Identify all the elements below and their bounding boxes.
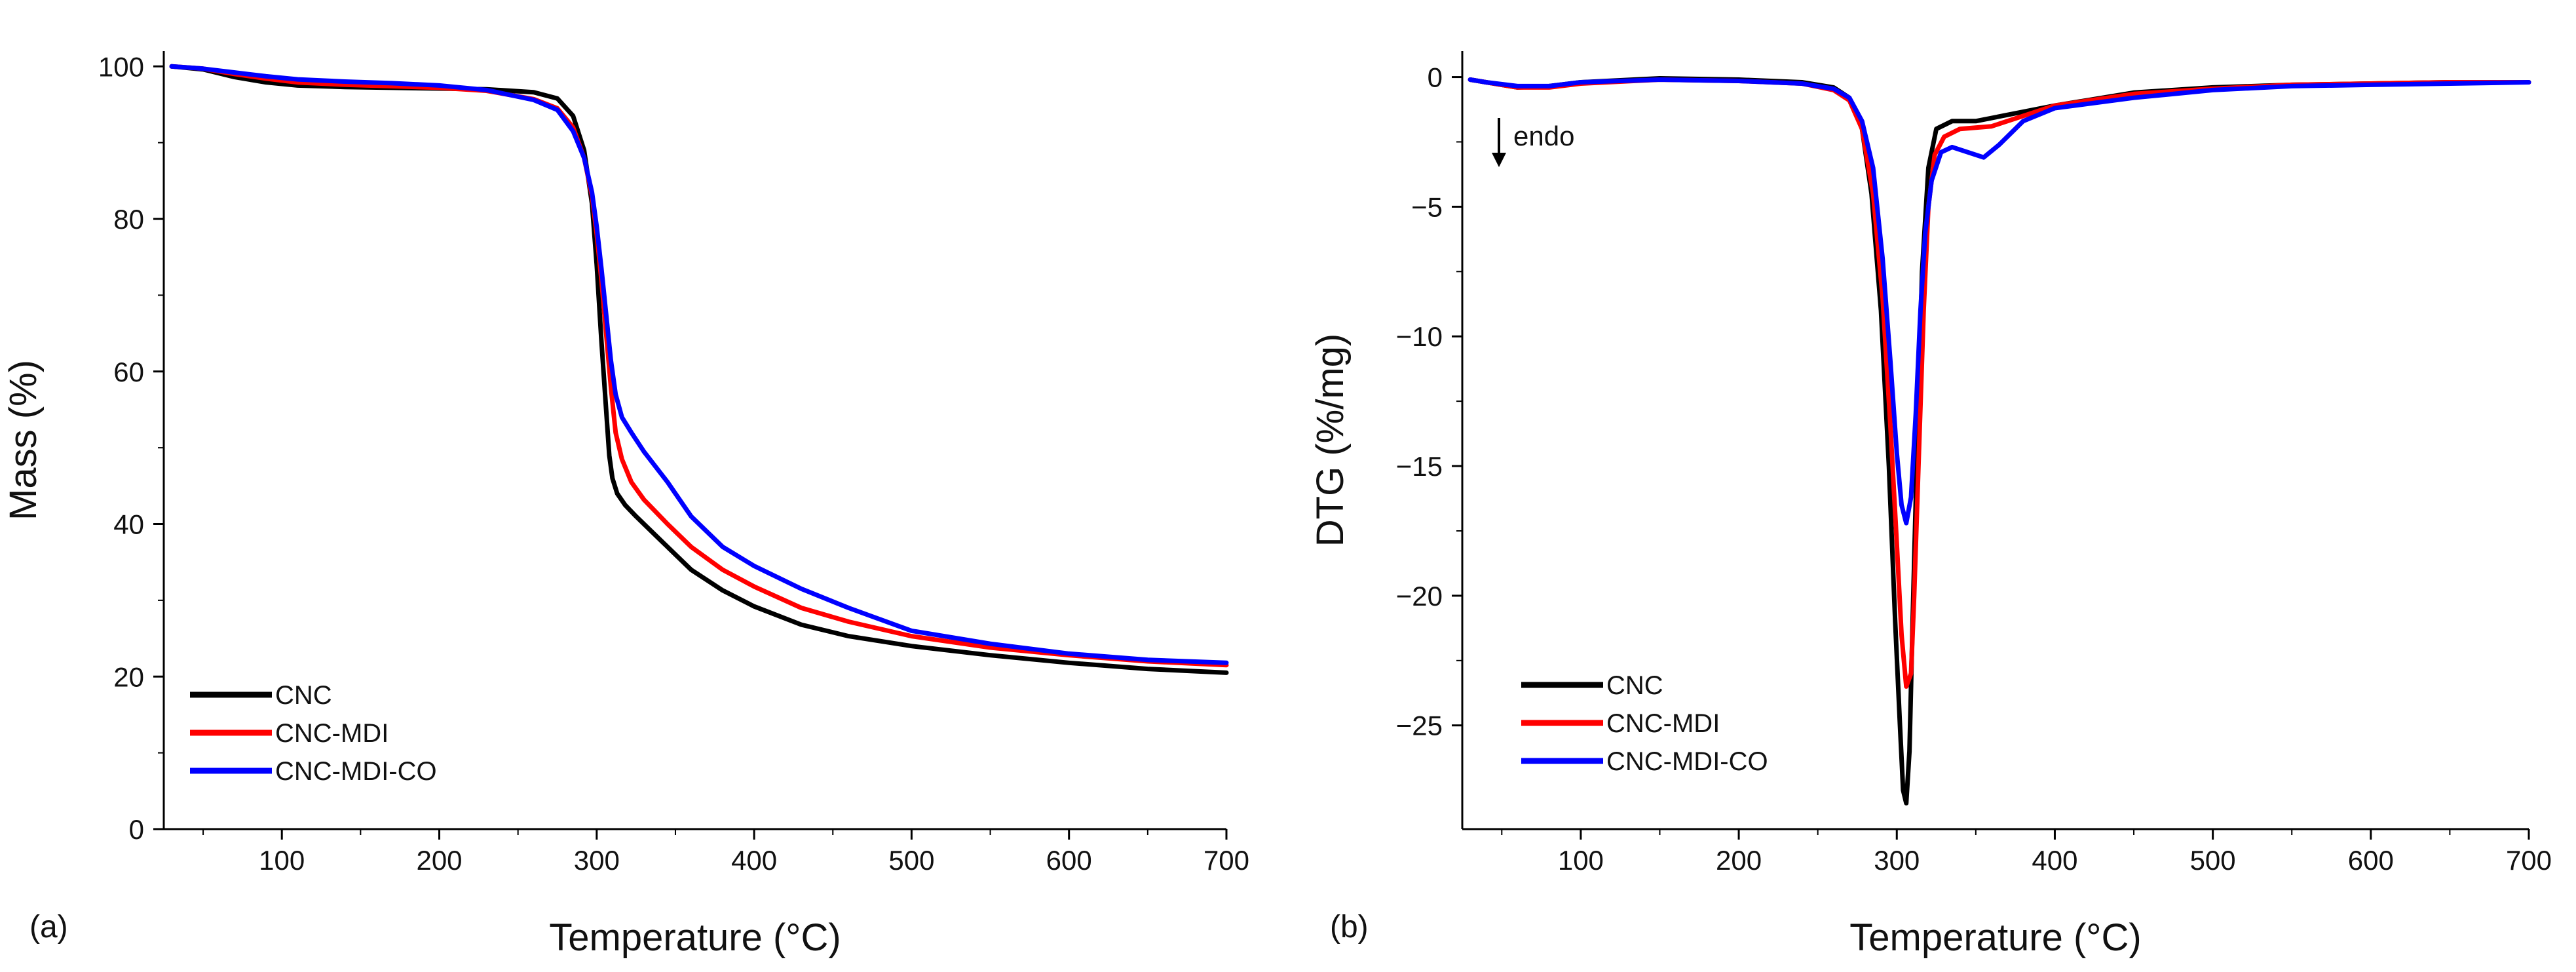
- a-x-tick-label: 400: [731, 845, 777, 876]
- a-y-tick-label: 40: [113, 509, 144, 540]
- b-y-tick-label: −25: [1396, 710, 1443, 741]
- a-x-tick-label: 200: [416, 845, 462, 876]
- b-y-axis-title: DTG (%/mg): [1309, 334, 1352, 547]
- b-x-axis-title: Temperature (°C): [1849, 916, 2141, 959]
- b-x-tick-label: 600: [2348, 845, 2394, 876]
- a-y-tick-label: 100: [98, 51, 144, 82]
- b-y-tick-label: −5: [1411, 191, 1443, 222]
- a-series-line-cnc-mdi-co: [169, 64, 1229, 665]
- b-x-tick-label: 100: [1558, 845, 1604, 876]
- a-y-axis-title: Mass (%): [2, 360, 45, 520]
- b-x-tick-label: 300: [1874, 845, 1920, 876]
- b-legend-label: CNC-MDI-CO: [1606, 747, 1768, 776]
- a-y-tick-label: 0: [129, 814, 144, 845]
- a-legend-label: CNC-MDI-CO: [275, 757, 437, 786]
- endo-arrow-head-icon: [1492, 153, 1506, 167]
- a-x-tick-label: 700: [1203, 845, 1249, 876]
- a-x-axis-title: Temperature (°C): [549, 916, 841, 959]
- b-series-line-cnc-mdi: [1468, 77, 2531, 689]
- b-legend-label: CNC-MDI: [1606, 709, 1720, 738]
- a-x-tick-label: 600: [1046, 845, 1092, 876]
- endo-annotation: endo: [1513, 121, 1574, 151]
- a-legend-label: CNC-MDI: [275, 719, 388, 748]
- b-y-tick-label: 0: [1428, 62, 1443, 93]
- b-y-tick-label: −20: [1396, 581, 1443, 612]
- a-series-line-cnc: [169, 64, 1229, 675]
- b-series-line-cnc-mdi-co: [1468, 77, 2531, 526]
- chart-panel-b: 100 200 300 400 500 600 700 0 −5 −10 −15 −20 −25 Temp…: [1309, 51, 2552, 959]
- a-legend-label: CNC: [275, 681, 332, 710]
- b-legend-label: CNC: [1606, 671, 1663, 700]
- b-x-tick-label: 500: [2190, 845, 2236, 876]
- b-panel-label: (b): [1330, 910, 1369, 944]
- a-y-tick-label: 80: [113, 204, 144, 235]
- b-y-tick-label: −10: [1396, 321, 1443, 352]
- a-x-tick-label: 100: [259, 845, 305, 876]
- b-x-tick-label: 200: [1716, 845, 1762, 876]
- b-y-tick-label: −15: [1396, 451, 1443, 482]
- a-x-tick-label: 500: [888, 845, 934, 876]
- b-x-tick-label: 700: [2506, 845, 2552, 876]
- chart-panel-a: 100 200 300 400 500 600 700 0 20 40 60 80 100 Tempera…: [2, 51, 1249, 959]
- a-panel-label: (a): [29, 910, 68, 944]
- a-y-tick-label: 60: [113, 357, 144, 387]
- a-x-tick-label: 300: [574, 845, 620, 876]
- a-y-tick-label: 20: [113, 661, 144, 692]
- b-x-tick-label: 400: [2032, 845, 2077, 876]
